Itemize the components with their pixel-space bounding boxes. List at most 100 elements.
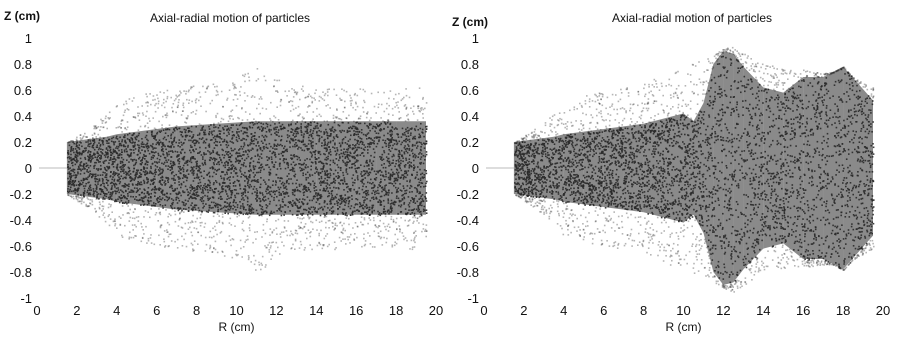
- particle-point: [357, 95, 359, 97]
- particle-point: [353, 238, 355, 240]
- particle-point: [233, 99, 235, 101]
- particle-point: [151, 242, 153, 244]
- particle-point: [244, 76, 246, 78]
- particle-point: [377, 215, 379, 217]
- particle-point: [325, 235, 327, 237]
- y-tick-label: -0.2: [10, 187, 32, 202]
- particle-point: [143, 216, 145, 218]
- particle-point: [300, 222, 302, 224]
- particle-point: [339, 222, 341, 224]
- particle-point: [388, 114, 390, 116]
- particle-point: [209, 237, 211, 239]
- particle-point: [348, 224, 350, 226]
- particle-point: [360, 118, 362, 120]
- particle-point: [312, 222, 314, 224]
- particle-point: [104, 217, 106, 219]
- particle-point: [411, 240, 413, 242]
- particle-point: [133, 97, 135, 99]
- particle-point: [275, 117, 277, 119]
- particle-point: [81, 201, 83, 203]
- particle-point: [414, 246, 416, 248]
- particle-point: [167, 98, 169, 100]
- particle-point: [344, 230, 346, 232]
- particle-point: [412, 247, 414, 249]
- particle-point: [377, 92, 379, 94]
- particle-point: [271, 242, 273, 244]
- particle-point: [277, 247, 279, 249]
- particle-point: [235, 87, 237, 89]
- particle-point: [265, 266, 267, 268]
- particle-point: [248, 257, 250, 259]
- particle-point: [374, 231, 376, 233]
- particle-point: [327, 91, 329, 93]
- particle-point: [261, 264, 263, 266]
- particle-point: [253, 255, 255, 257]
- particle-point: [157, 220, 159, 222]
- particle-point: [426, 230, 428, 232]
- particle-point: [138, 220, 140, 222]
- particle-point: [307, 96, 309, 98]
- particle-point: [146, 96, 148, 98]
- particle-point: [76, 197, 78, 199]
- particle-point: [326, 216, 328, 218]
- particle-point: [363, 111, 365, 113]
- particle-point: [392, 108, 394, 110]
- particle-point: [225, 241, 227, 243]
- particle-point: [418, 105, 420, 107]
- particle-point: [81, 199, 83, 201]
- particle-point: [210, 246, 212, 248]
- particle-point: [402, 98, 404, 100]
- particle-point: [415, 230, 417, 232]
- particle-point: [124, 225, 126, 227]
- particle-point: [394, 234, 396, 236]
- particle-point: [96, 127, 98, 129]
- particle-point: [329, 107, 331, 109]
- particle-point: [128, 109, 130, 111]
- particle-point: [259, 264, 261, 266]
- particle-point: [214, 212, 216, 214]
- particle-point: [232, 118, 234, 120]
- particle-point: [71, 197, 73, 199]
- particle-point: [363, 224, 365, 226]
- particle-point: [205, 250, 207, 252]
- particle-point: [234, 86, 236, 88]
- particle-point: [134, 224, 136, 226]
- particle-point: [132, 229, 134, 231]
- particle-point: [394, 241, 396, 243]
- particle-point: [281, 241, 283, 243]
- particle-point: [399, 231, 401, 233]
- particle-point: [165, 209, 167, 211]
- particle-point: [230, 218, 232, 220]
- particle-point: [135, 235, 137, 237]
- particle-point: [123, 115, 125, 117]
- particle-point: [90, 203, 92, 205]
- particle-point: [291, 88, 293, 90]
- particle-point: [280, 233, 282, 235]
- particle-point: [83, 202, 85, 204]
- particle-point: [281, 232, 283, 234]
- particle-point: [334, 218, 336, 220]
- particle-point: [325, 105, 327, 107]
- particle-point: [356, 237, 358, 239]
- particle-point: [198, 232, 200, 234]
- particle-point: [167, 231, 169, 233]
- particle-point: [231, 115, 233, 117]
- particle-point: [138, 129, 140, 131]
- particle-point: [211, 100, 213, 102]
- particle-point: [289, 101, 291, 103]
- particle-point: [320, 215, 322, 217]
- particle-point: [393, 221, 395, 223]
- particle-point: [263, 224, 265, 226]
- particle-point: [319, 96, 321, 98]
- particle-point: [149, 217, 151, 219]
- particle-point: [370, 243, 372, 245]
- particle-point: [276, 80, 278, 82]
- particle-point: [217, 113, 219, 115]
- particle-point: [109, 112, 111, 114]
- particle-point: [108, 214, 110, 216]
- particle-point: [355, 103, 357, 105]
- particle-point: [417, 119, 419, 121]
- particle-point: [226, 99, 228, 101]
- particle-point: [139, 119, 141, 121]
- particle-point: [229, 89, 231, 91]
